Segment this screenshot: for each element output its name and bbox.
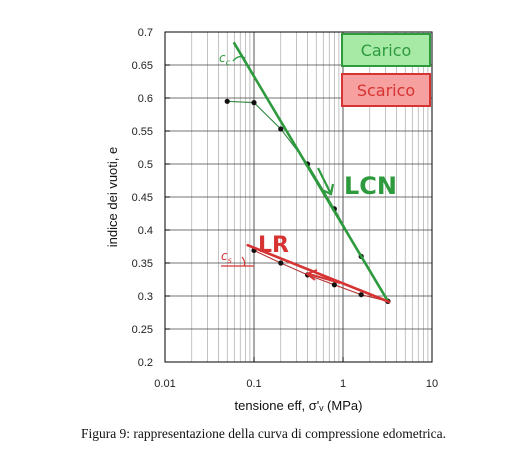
data-point bbox=[278, 126, 284, 132]
data-point bbox=[278, 260, 284, 266]
fit-line-lr bbox=[246, 243, 391, 304]
legend: Carico Scarico bbox=[341, 33, 431, 107]
y-tick-label: 0.4 bbox=[138, 225, 153, 237]
y-tick-label: 0.6 bbox=[138, 93, 153, 105]
cc-angle-arc bbox=[232, 55, 246, 62]
y-tick-label: 0.65 bbox=[132, 60, 153, 72]
x-axis-label: tensione eff, σ'ᵥ (MPa) bbox=[235, 398, 363, 413]
cs-label: cs bbox=[221, 249, 232, 265]
legend-label: Carico bbox=[361, 41, 412, 60]
legend-entry-carico: Carico bbox=[341, 33, 431, 67]
legend-entry-scarico: Scarico bbox=[341, 73, 431, 107]
legend-box bbox=[341, 73, 431, 107]
axis-ticks: 0.01 0.1 1 10 0.7 0.65 0.6 0.55 0.5 0.45 0.4 0.35 0.… bbox=[132, 27, 439, 390]
lcn-label: LCN bbox=[344, 172, 397, 200]
y-tick-label: 0.5 bbox=[138, 159, 153, 171]
figure-caption: Figura 9: rappresentazione della curva d… bbox=[80, 426, 447, 441]
x-tick-label: 1 bbox=[340, 378, 346, 390]
cs-subscript: s bbox=[228, 256, 232, 265]
series-trace-scarico bbox=[253, 249, 389, 302]
x-tick-label: 10 bbox=[426, 378, 438, 390]
y-tick-label: 0.3 bbox=[138, 291, 153, 303]
chart: 0.01 0.1 1 10 0.7 0.65 0.6 0.55 0.5 0.45 0.4 0.35 0.… bbox=[105, 27, 439, 413]
lr-arrow-shaft bbox=[308, 273, 341, 284]
x-tick-label: 0.1 bbox=[246, 378, 261, 390]
y-tick-label: 0.35 bbox=[132, 258, 153, 270]
y-axis-label: indice dei vuoti, e bbox=[105, 147, 120, 247]
cs-angle-arc bbox=[241, 256, 246, 267]
y-tick-label: 0.45 bbox=[132, 192, 153, 204]
lr-label: LR bbox=[258, 233, 289, 258]
data-point bbox=[331, 282, 337, 288]
lcn-arrow-head bbox=[321, 183, 335, 196]
cc-subscript: c bbox=[226, 58, 231, 67]
cc-label: cc bbox=[219, 51, 231, 67]
lr-arrow-head bbox=[304, 269, 318, 281]
legend-box bbox=[341, 33, 431, 67]
lcn-arrow-shaft bbox=[317, 167, 331, 193]
legend-label: Scarico bbox=[357, 81, 415, 100]
y-tick-label: 0.25 bbox=[132, 324, 153, 336]
data-point bbox=[251, 100, 257, 106]
data-point bbox=[358, 292, 364, 298]
y-tick-label: 0.7 bbox=[138, 27, 153, 39]
y-tick-label: 0.55 bbox=[132, 126, 153, 138]
fit-lines bbox=[232, 41, 391, 304]
data-point bbox=[224, 98, 230, 104]
y-tick-label: 0.2 bbox=[138, 357, 153, 369]
fit-line-lcn bbox=[232, 41, 390, 303]
x-tick-label: 0.01 bbox=[154, 378, 175, 390]
